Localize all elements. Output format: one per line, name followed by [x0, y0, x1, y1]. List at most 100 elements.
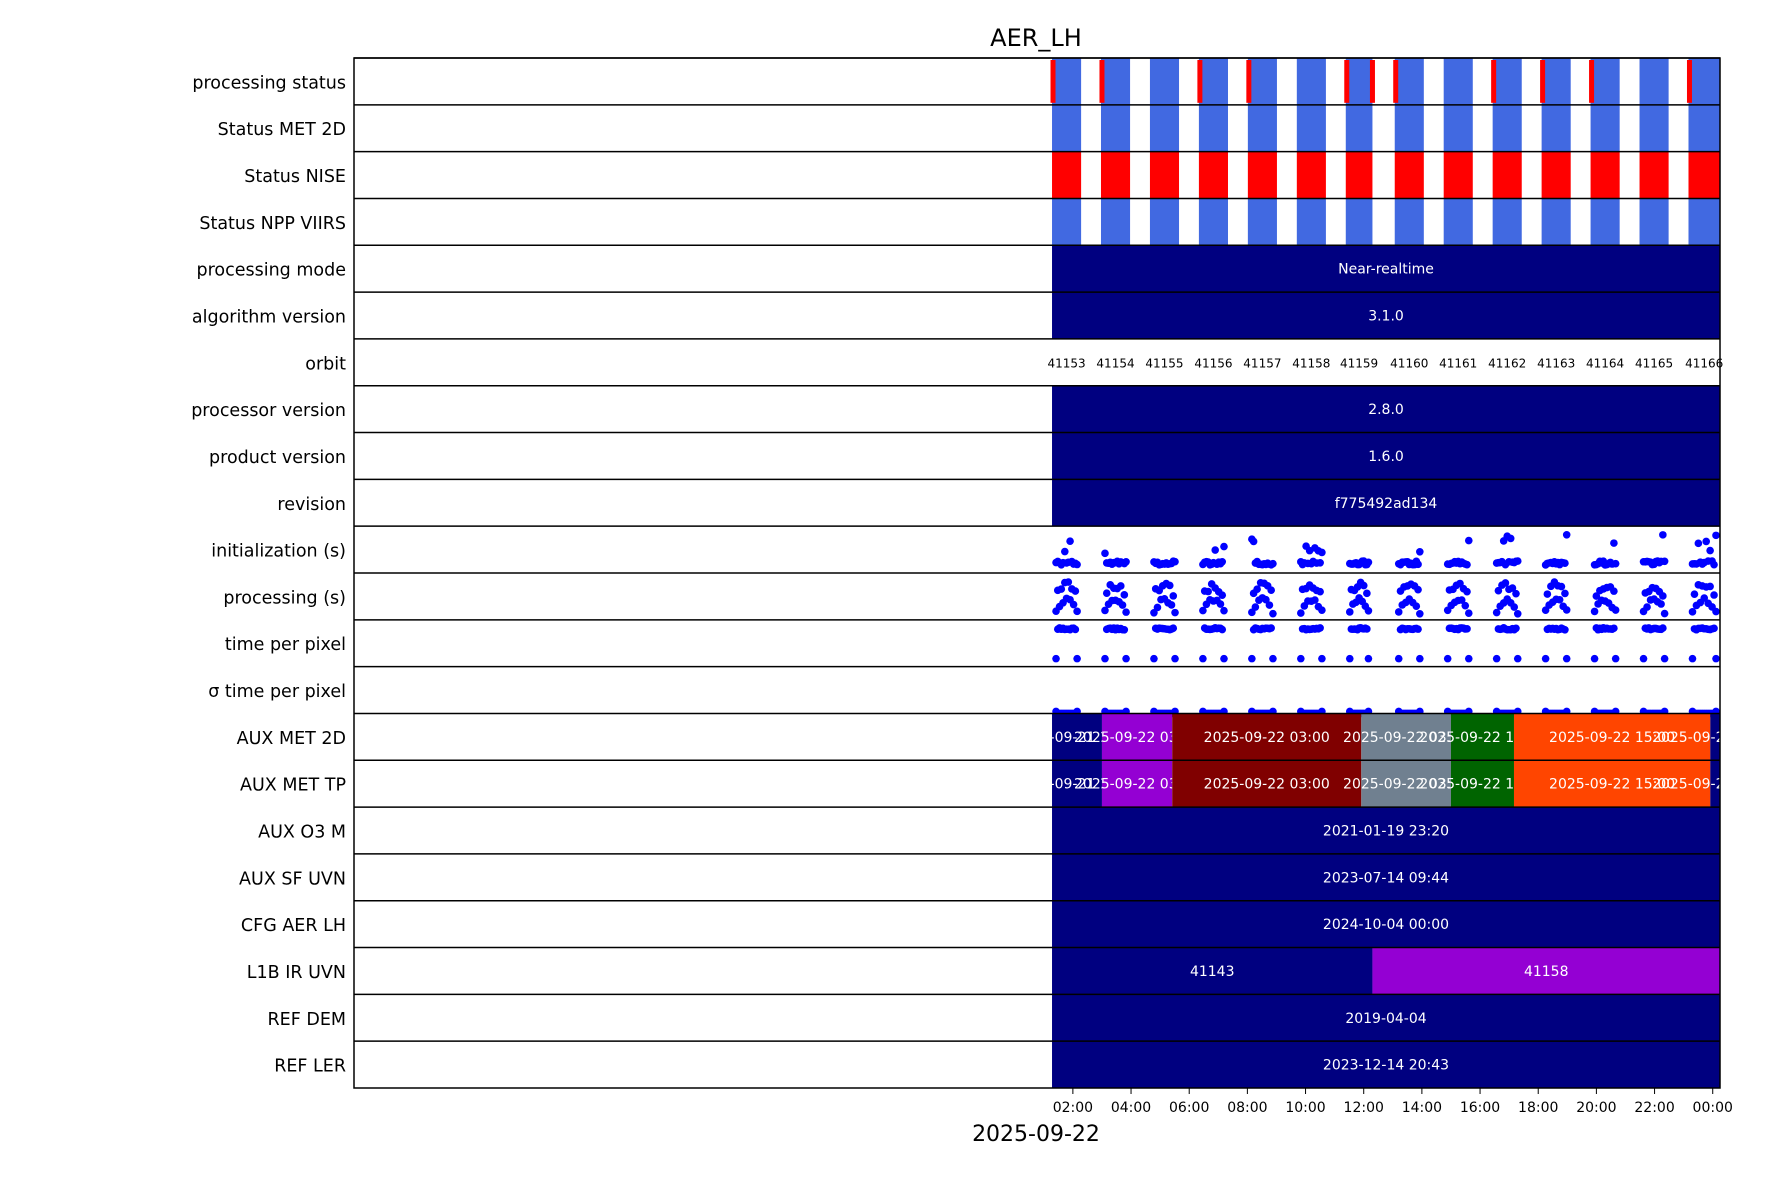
scatter-point: [1660, 654, 1669, 663]
scatter-point: [1150, 608, 1158, 617]
row-label: AUX SF UVN: [239, 869, 346, 889]
row-label: processing mode: [196, 261, 346, 281]
row-label: algorithm version: [192, 308, 346, 328]
scatter-point: [1364, 607, 1373, 615]
scatter-point: [1218, 625, 1227, 634]
scatter-point: [1590, 607, 1599, 616]
scatter-point: [1101, 549, 1109, 558]
status-bar: [1198, 58, 1228, 105]
error-marker: [1686, 60, 1692, 103]
error-marker: [1369, 60, 1375, 103]
status-bar: [1492, 198, 1522, 246]
scatter-point: [1508, 584, 1517, 592]
status-bar: [1492, 104, 1522, 152]
scatter-point: [1394, 654, 1403, 663]
plot-border: [353, 57, 1721, 1089]
band-segment: [1513, 713, 1711, 761]
scatter-point: [1443, 654, 1452, 663]
x-tick-label: 12:00: [1344, 1100, 1384, 1116]
row-algorithm-version: 3.1.0: [354, 291, 1720, 339]
scatter-point: [1073, 654, 1081, 663]
band-segment: [1052, 245, 1720, 293]
status-bar: [1590, 58, 1620, 105]
row-label: time per pixel: [225, 635, 346, 655]
band-label: 2025-09-22 15:00: [1549, 730, 1675, 746]
row-label: Status NISE: [244, 167, 346, 187]
scatter-point: [1267, 586, 1275, 595]
scatter-point: [1457, 596, 1466, 604]
scatter-point: [1363, 589, 1371, 598]
scatter-point: [1512, 624, 1520, 633]
scatter-point: [1150, 654, 1158, 663]
scatter-point: [1116, 582, 1125, 590]
scatter-point: [1464, 609, 1473, 617]
scatter-point: [1120, 591, 1129, 599]
scatter-point: [1513, 557, 1522, 565]
scatter-point: [1541, 654, 1550, 663]
band-label: 2025-09-22 03:00: [1074, 777, 1200, 793]
scatter-point: [1153, 603, 1162, 612]
row-ref-ler: 2023-12-14 20:43: [354, 1040, 1720, 1088]
row-processing-mode: Near-realtime: [354, 244, 1720, 293]
band-segment: [1710, 713, 1720, 761]
scatter-point: [1561, 559, 1569, 567]
row-label: orbit: [305, 354, 346, 374]
scatter-point: [1512, 589, 1520, 598]
scatter-point: [1461, 601, 1470, 610]
status-bar: [1100, 104, 1131, 152]
status-bar: [1394, 198, 1424, 246]
band-segment: [1052, 1041, 1720, 1088]
scatter-point: [1412, 602, 1421, 611]
band-label: 2025-09-22 03:00: [1343, 730, 1469, 746]
status-bar: [1492, 151, 1522, 199]
x-tick-label: 10:00: [1285, 1100, 1325, 1116]
scatter-point: [1659, 531, 1667, 539]
row-ref-dem: 2019-04-04: [354, 993, 1720, 1042]
row-initialization-s-: [354, 525, 1720, 569]
status-bar: [1590, 104, 1620, 152]
scatter-point: [1171, 557, 1179, 566]
scatter-point: [1506, 534, 1515, 543]
scatter-point: [1251, 603, 1260, 611]
status-bar: [1198, 151, 1228, 199]
status-bar: [1443, 58, 1473, 105]
status-bar: [1688, 58, 1720, 105]
scatter-point: [1659, 592, 1667, 600]
scatter-point: [1643, 603, 1651, 611]
row-orbit: 41153 41154 41155 41156 41157 41158 41159 41160…: [354, 338, 1723, 370]
scatter-point: [1220, 606, 1228, 615]
scatter-point: [1297, 654, 1305, 663]
x-tick-label: 04:00: [1111, 1100, 1151, 1116]
status-bar: [1590, 198, 1620, 246]
scatter-point: [1494, 586, 1503, 595]
scatter-point: [1562, 606, 1571, 614]
scatter-point: [1253, 585, 1261, 593]
scatter-point: [1513, 654, 1522, 663]
status-bar: [1590, 151, 1620, 199]
status-bar: [1345, 151, 1373, 199]
scatter-point: [1712, 607, 1720, 616]
scatter-point: [1510, 603, 1519, 611]
scatter-point: [1660, 609, 1669, 618]
band-label: Near-realtime: [1338, 262, 1434, 278]
scatter-point: [1611, 559, 1620, 568]
x-tick-label: 08:00: [1227, 1100, 1267, 1116]
scatter-point: [1688, 654, 1697, 663]
row--time-per-pixel: [354, 665, 1720, 718]
orbit-label: 41159: [1340, 356, 1378, 370]
orbit-label: 41160: [1390, 356, 1428, 370]
scatter-point: [1216, 600, 1225, 608]
error-marker: [1197, 60, 1203, 103]
orbit-label: 41158: [1292, 356, 1330, 370]
scatter-point: [1102, 589, 1111, 598]
scatter-point: [1167, 601, 1176, 609]
status-bar: [1394, 58, 1424, 105]
row-product-version: 1.6.0: [354, 431, 1720, 480]
status-bar: [1052, 198, 1082, 246]
status-bar: [1492, 58, 1522, 105]
band-label: 2019-04-04: [1345, 1011, 1426, 1027]
scatter-point: [1204, 587, 1212, 596]
status-bar: [1296, 151, 1326, 199]
